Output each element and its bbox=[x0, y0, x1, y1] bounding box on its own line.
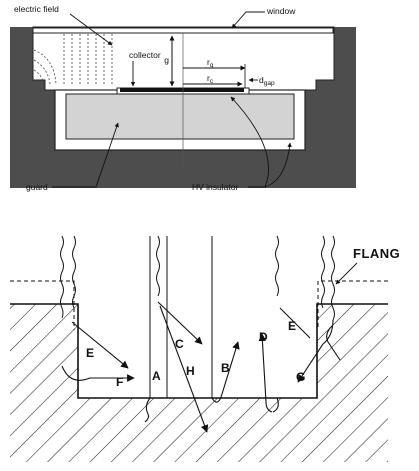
track-G bbox=[297, 319, 334, 383]
collector bbox=[120, 88, 244, 92]
track-C bbox=[157, 301, 203, 345]
rc-label: rc bbox=[207, 73, 214, 85]
flange-right-outline bbox=[317, 280, 388, 330]
label-E-left: E bbox=[86, 346, 94, 360]
hv-insulator-leader-2 bbox=[264, 142, 292, 188]
track-E-right bbox=[279, 307, 311, 339]
label-B: B bbox=[221, 361, 230, 375]
track-B bbox=[211, 341, 240, 403]
track-E-left bbox=[71, 321, 129, 369]
surface-outline bbox=[10, 303, 388, 399]
flange-left-outline bbox=[10, 280, 75, 330]
hook-1 bbox=[144, 397, 151, 423]
guard bbox=[65, 93, 295, 140]
hv-insulator-label: HV insulator bbox=[192, 182, 238, 192]
window-label: window bbox=[266, 6, 296, 16]
flange-label: FLANG bbox=[353, 246, 400, 261]
guard-label: guard bbox=[26, 182, 48, 192]
label-D: D bbox=[259, 330, 268, 344]
collector-label: collector bbox=[129, 50, 161, 60]
chamber-diagram: g rg rc dgap electric field window colle… bbox=[10, 4, 356, 192]
track-D bbox=[258, 333, 273, 413]
hook-2 bbox=[272, 397, 279, 413]
hv-insulator-leader-1 bbox=[230, 96, 269, 188]
label-C: C bbox=[175, 337, 184, 351]
track-diagram: FLANG bbox=[10, 235, 400, 462]
rg-label: rg bbox=[207, 57, 214, 69]
label-F: F bbox=[116, 375, 123, 389]
label-H: H bbox=[186, 364, 195, 378]
wavy-tracks bbox=[60, 235, 335, 321]
hatched-solid bbox=[10, 304, 388, 462]
electric-field-label: electric field bbox=[14, 4, 59, 14]
g-label: g bbox=[164, 55, 169, 65]
flange-leader bbox=[335, 262, 358, 285]
label-A: A bbox=[152, 369, 161, 383]
window-leader bbox=[231, 11, 265, 29]
label-E-right: E bbox=[288, 319, 296, 333]
electric-field-leader bbox=[69, 13, 113, 46]
window bbox=[32, 27, 334, 34]
track-H bbox=[159, 305, 209, 433]
particle-tracks bbox=[61, 301, 341, 433]
track-F bbox=[61, 365, 135, 382]
dgap-label: dgap bbox=[259, 75, 275, 87]
label-G: G bbox=[296, 370, 305, 384]
guard-leader bbox=[52, 122, 119, 188]
hook-3 bbox=[326, 325, 341, 361]
